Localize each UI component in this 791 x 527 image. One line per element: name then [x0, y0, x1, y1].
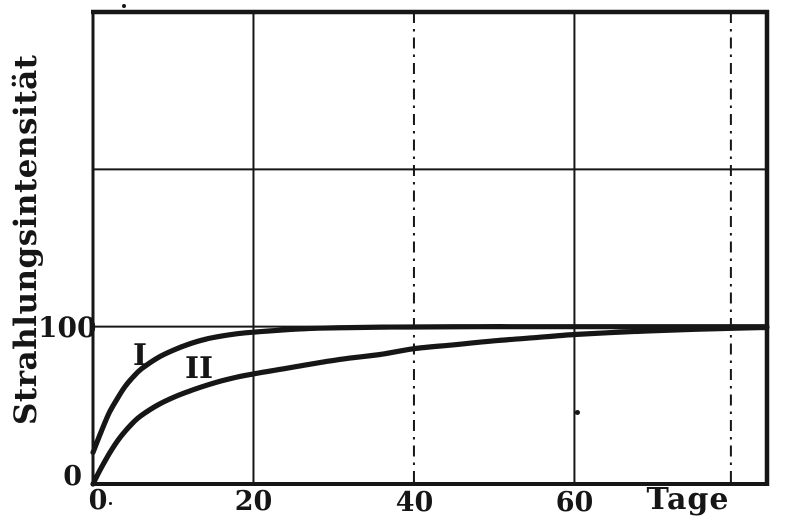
curve-II	[90, 324, 770, 487]
x-tick-label-60: 60	[555, 487, 594, 518]
ink-speck	[109, 502, 112, 505]
x-tick-label-0: 0	[88, 485, 108, 516]
ink-speck	[575, 410, 580, 415]
curve-I	[90, 324, 770, 456]
curve-label-I: I	[132, 338, 148, 373]
curve-label-II: II	[184, 351, 214, 386]
x-tick-label-20: 20	[234, 486, 273, 517]
y-tick-label-100: 100	[38, 311, 97, 344]
x-axis-label: Tage	[646, 482, 730, 517]
gridlines-and-curves	[90, 12, 770, 487]
ink-speck	[122, 4, 126, 8]
y-tick-label-0: 0	[63, 461, 82, 492]
y-axis-label: Strahlungsintensität	[8, 54, 44, 426]
x-tick-label-40: 40	[395, 487, 434, 518]
